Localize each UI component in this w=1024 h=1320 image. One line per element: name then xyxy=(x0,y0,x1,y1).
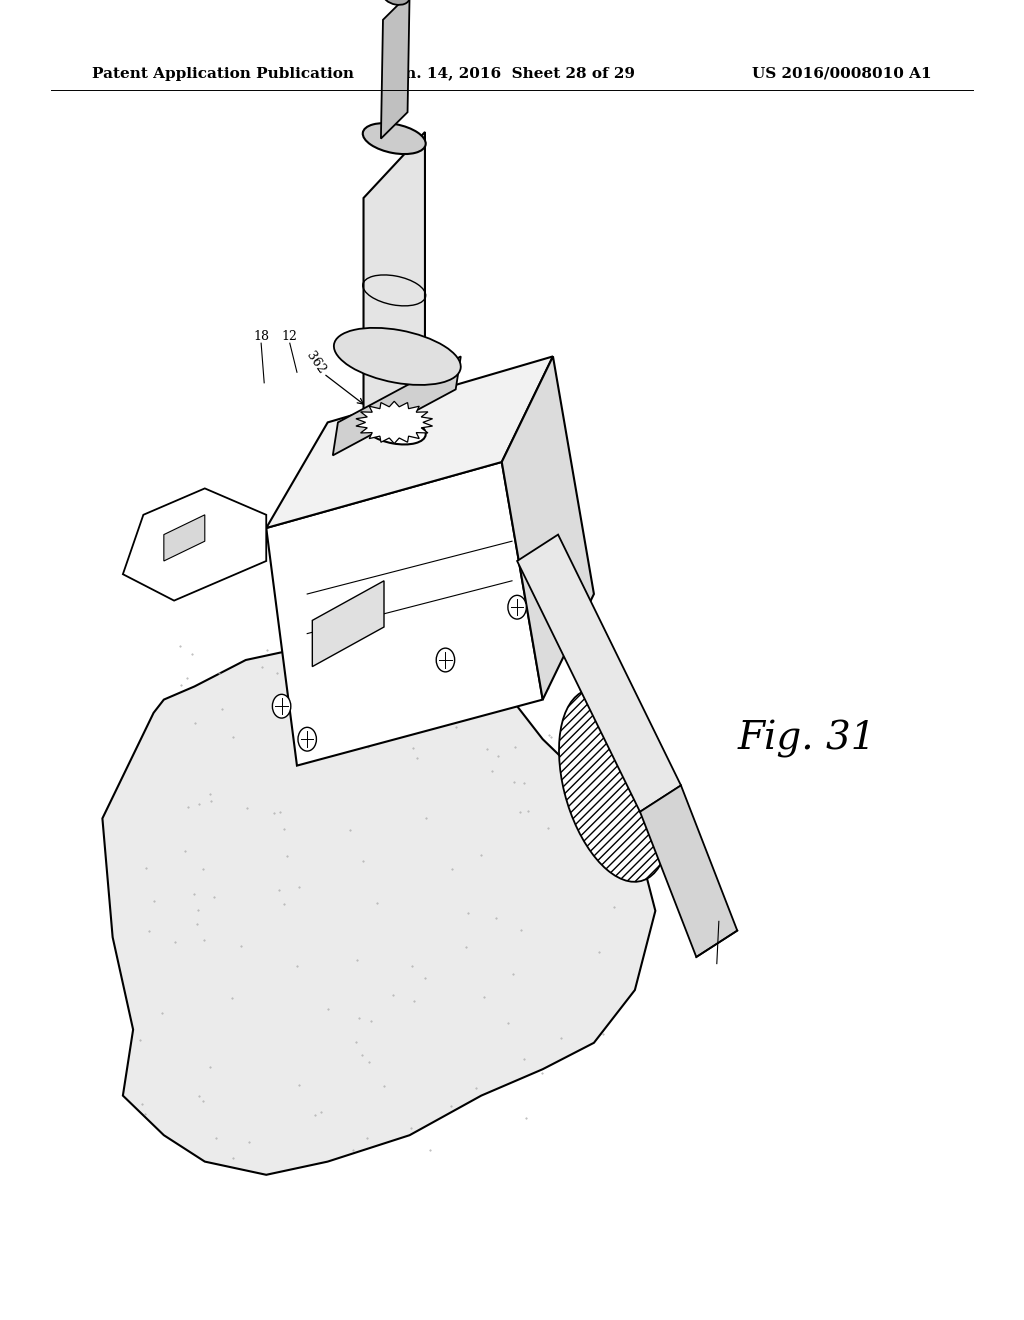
Polygon shape xyxy=(123,488,266,601)
Circle shape xyxy=(508,595,526,619)
Circle shape xyxy=(436,648,455,672)
Polygon shape xyxy=(517,535,681,812)
Text: Fig. 31: Fig. 31 xyxy=(737,721,876,758)
Ellipse shape xyxy=(383,0,410,5)
Polygon shape xyxy=(381,0,410,139)
Polygon shape xyxy=(333,356,461,455)
Polygon shape xyxy=(502,356,594,700)
Polygon shape xyxy=(266,356,553,528)
Polygon shape xyxy=(164,515,205,561)
Text: 12: 12 xyxy=(282,330,298,343)
Circle shape xyxy=(298,727,316,751)
Text: Jan. 14, 2016  Sheet 28 of 29: Jan. 14, 2016 Sheet 28 of 29 xyxy=(388,67,636,81)
Text: 362: 362 xyxy=(303,350,328,376)
Polygon shape xyxy=(266,462,543,766)
Ellipse shape xyxy=(334,327,461,385)
Ellipse shape xyxy=(362,413,426,445)
Text: 18: 18 xyxy=(253,330,269,343)
Polygon shape xyxy=(102,634,655,1175)
Polygon shape xyxy=(356,401,432,444)
Text: 380: 380 xyxy=(334,343,358,370)
Polygon shape xyxy=(312,581,384,667)
Text: US 2016/0008010 A1: US 2016/0008010 A1 xyxy=(753,67,932,81)
Polygon shape xyxy=(364,132,425,436)
Circle shape xyxy=(272,694,291,718)
Ellipse shape xyxy=(559,689,670,882)
Polygon shape xyxy=(640,785,737,957)
Ellipse shape xyxy=(362,123,426,154)
Text: Patent Application Publication: Patent Application Publication xyxy=(92,67,354,81)
